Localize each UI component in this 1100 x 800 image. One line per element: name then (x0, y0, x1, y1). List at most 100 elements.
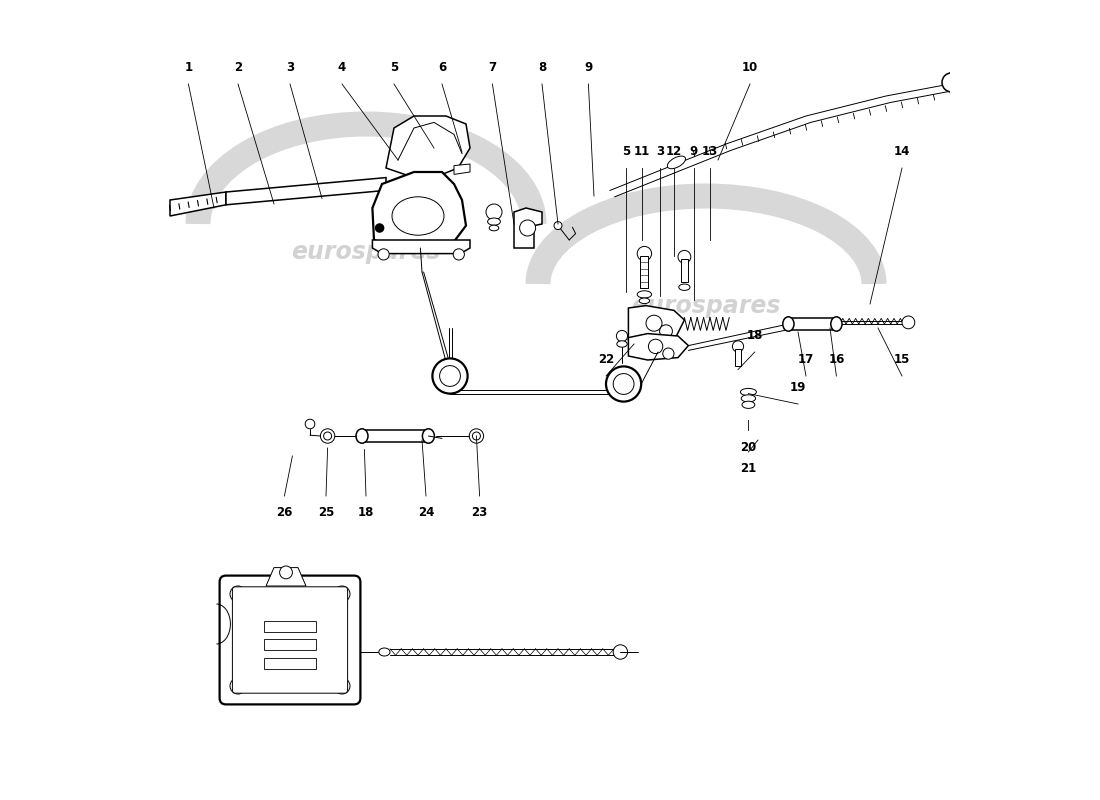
Circle shape (637, 246, 651, 261)
Ellipse shape (422, 429, 435, 443)
Circle shape (486, 204, 502, 220)
Polygon shape (170, 192, 226, 216)
Text: eurospares: eurospares (292, 240, 441, 264)
Circle shape (233, 681, 243, 690)
Text: 22: 22 (598, 353, 614, 366)
Ellipse shape (668, 156, 685, 169)
Text: 26: 26 (276, 506, 293, 519)
Bar (735, 349, 741, 366)
Text: 9: 9 (584, 61, 593, 74)
Circle shape (616, 330, 628, 342)
Ellipse shape (679, 284, 690, 290)
Circle shape (279, 566, 293, 579)
Circle shape (305, 419, 315, 429)
Circle shape (334, 678, 350, 694)
Text: 24: 24 (418, 506, 434, 519)
Polygon shape (948, 70, 968, 86)
Text: 8: 8 (538, 61, 546, 74)
Text: 5: 5 (621, 145, 630, 158)
Text: 19: 19 (790, 381, 806, 394)
Ellipse shape (637, 290, 651, 298)
Circle shape (378, 249, 389, 260)
Ellipse shape (617, 341, 627, 347)
Text: 20: 20 (740, 441, 757, 454)
Text: 12: 12 (666, 145, 682, 158)
Circle shape (648, 339, 663, 354)
Bar (640, 256, 648, 288)
Text: 18: 18 (358, 506, 374, 519)
Circle shape (660, 325, 672, 338)
Polygon shape (454, 164, 470, 174)
Circle shape (606, 366, 641, 402)
Text: 18: 18 (747, 329, 763, 342)
Text: 23: 23 (472, 506, 487, 519)
Text: 3: 3 (286, 61, 294, 74)
Ellipse shape (741, 394, 756, 402)
Text: 7: 7 (488, 61, 496, 74)
Text: 25: 25 (318, 506, 334, 519)
Ellipse shape (639, 298, 650, 304)
Circle shape (233, 589, 243, 598)
Text: 11: 11 (634, 145, 650, 158)
Text: 14: 14 (894, 145, 910, 158)
Circle shape (440, 366, 461, 386)
Text: 15: 15 (894, 353, 910, 366)
FancyBboxPatch shape (232, 587, 348, 693)
Circle shape (323, 432, 331, 440)
Text: 16: 16 (828, 353, 845, 366)
Circle shape (470, 429, 484, 443)
Circle shape (338, 589, 346, 598)
Circle shape (663, 348, 674, 359)
Circle shape (230, 586, 246, 602)
Polygon shape (373, 172, 466, 248)
Ellipse shape (378, 648, 390, 656)
Circle shape (432, 358, 468, 394)
Text: 6: 6 (438, 61, 447, 74)
Polygon shape (628, 334, 689, 360)
Polygon shape (789, 318, 836, 330)
Text: 2: 2 (234, 61, 242, 74)
Circle shape (678, 250, 691, 263)
Text: 21: 21 (740, 462, 757, 475)
Circle shape (902, 316, 915, 329)
Ellipse shape (487, 218, 500, 226)
Polygon shape (226, 178, 386, 205)
Circle shape (942, 73, 961, 92)
Ellipse shape (742, 402, 755, 408)
Circle shape (733, 341, 744, 352)
Ellipse shape (490, 226, 498, 230)
Circle shape (519, 220, 536, 236)
Polygon shape (266, 568, 306, 586)
FancyBboxPatch shape (220, 576, 361, 705)
Text: 10: 10 (741, 61, 758, 74)
Bar (264, 658, 316, 669)
Ellipse shape (783, 317, 794, 331)
Text: 13: 13 (702, 145, 718, 158)
Ellipse shape (356, 429, 369, 443)
Text: 9: 9 (690, 145, 698, 158)
Circle shape (646, 315, 662, 331)
Circle shape (554, 222, 562, 230)
Bar (264, 621, 316, 632)
Text: eurospares: eurospares (631, 294, 781, 318)
Bar (264, 639, 316, 650)
Text: 3: 3 (657, 145, 664, 158)
Polygon shape (373, 240, 470, 254)
Ellipse shape (740, 388, 757, 396)
Ellipse shape (830, 317, 842, 331)
Polygon shape (628, 306, 684, 344)
Circle shape (613, 374, 634, 394)
Polygon shape (386, 116, 470, 178)
Ellipse shape (392, 197, 444, 235)
Circle shape (320, 429, 334, 443)
Text: 4: 4 (338, 61, 346, 74)
Text: 5: 5 (389, 61, 398, 74)
Bar (681, 259, 688, 282)
Text: 1: 1 (185, 61, 192, 74)
Circle shape (334, 586, 350, 602)
Text: 17: 17 (798, 353, 814, 366)
Circle shape (613, 645, 628, 659)
Polygon shape (362, 430, 428, 442)
Polygon shape (514, 208, 542, 248)
Circle shape (453, 249, 464, 260)
